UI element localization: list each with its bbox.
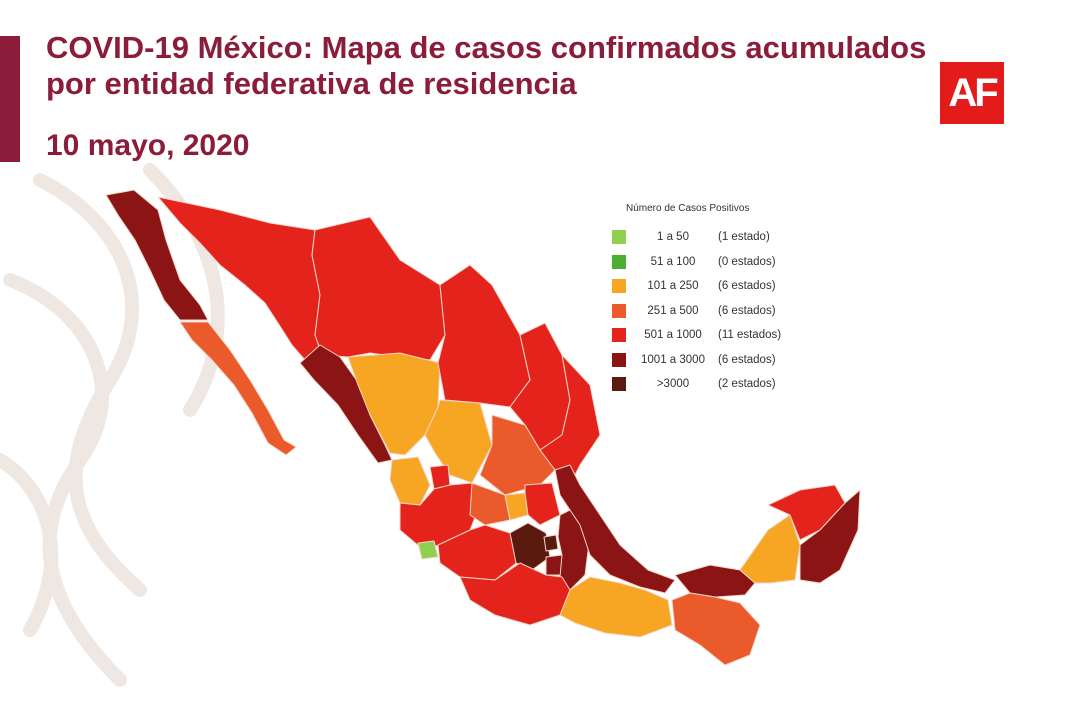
- legend-count: (11 estados): [718, 329, 782, 341]
- legend-swatch: [612, 303, 626, 318]
- legend-count: (0 estados): [718, 255, 776, 268]
- legend-swatch: [612, 230, 626, 244]
- state-nayarit: [389, 456, 431, 506]
- state-durango: [347, 352, 441, 456]
- legend-swatch: [612, 254, 626, 269]
- accent-bar: [0, 36, 20, 162]
- legend-range: 1001 a 3000: [641, 353, 705, 366]
- af-logo: AF: [940, 62, 1004, 124]
- background-watermark: [0, 163, 225, 687]
- state-coahuila: [437, 264, 531, 408]
- state-chiapas: [671, 592, 761, 666]
- legend-item: 1001 a 3000 (6 estados): [612, 351, 822, 369]
- state-hidalgo: [524, 482, 561, 526]
- legend-item: 251 a 500 (6 estados): [612, 302, 822, 320]
- page-title: COVID-19 México: Mapa de casos confirmad…: [46, 30, 1056, 102]
- title-line-2: por entidad federativa de residencia: [46, 66, 577, 101]
- legend-range: 251 a 500: [647, 304, 699, 317]
- state-sonora: [157, 196, 323, 361]
- report-date: 10 mayo, 2020: [46, 129, 250, 162]
- legend-range: 51 a 100: [650, 255, 696, 268]
- legend-item: 1 a 50 (1 estado): [612, 228, 822, 246]
- state-estado-de-mexico: [509, 522, 551, 571]
- legend-item: 101 a 250 (6 estados): [612, 277, 822, 295]
- legend-count: (6 estados): [718, 353, 776, 366]
- state-oaxaca: [559, 576, 673, 638]
- legend-range: 501 a 1000: [644, 329, 702, 341]
- legend-swatch: [612, 328, 626, 342]
- state-zacatecas: [424, 399, 493, 484]
- legend-range: >3000: [656, 378, 690, 390]
- state-sinaloa: [299, 344, 393, 464]
- state-veracruz: [554, 464, 676, 594]
- legend-count: (6 estados): [718, 304, 776, 317]
- legend-count: (6 estados): [718, 280, 776, 292]
- state-chihuahua: [311, 216, 446, 361]
- legend-item: 501 a 1000 (11 estados): [612, 326, 822, 344]
- state-colima: [417, 540, 439, 560]
- legend-range: 101 a 250: [647, 280, 699, 292]
- legend-swatch: [612, 377, 626, 391]
- state-guanajuato: [469, 482, 511, 526]
- legend-swatch: [612, 279, 626, 293]
- legend-swatch: [612, 352, 626, 367]
- state-campeche: [739, 514, 801, 584]
- legend-count: (2 estados): [718, 378, 776, 390]
- title-line-1: COVID-19 México: Mapa de casos confirmad…: [46, 30, 927, 65]
- legend-item: 51 a 100 (0 estados): [612, 253, 822, 271]
- state-baja-california-sur: [179, 321, 297, 456]
- state-ciudad-de-mexico: [543, 534, 559, 552]
- legend-item: >3000 (2 estados): [612, 375, 822, 393]
- state-baja-california: [105, 189, 209, 321]
- state-quintana-roo: [799, 489, 861, 584]
- mexico-map: [105, 189, 861, 666]
- state-morelos: [545, 554, 563, 576]
- legend-range: 1 a 50: [657, 231, 689, 243]
- legend: Número de Casos Positivos 1 a 50 (1 esta…: [612, 203, 822, 400]
- legend-title: Número de Casos Positivos: [626, 203, 750, 214]
- legend-count: (1 estado): [718, 231, 770, 243]
